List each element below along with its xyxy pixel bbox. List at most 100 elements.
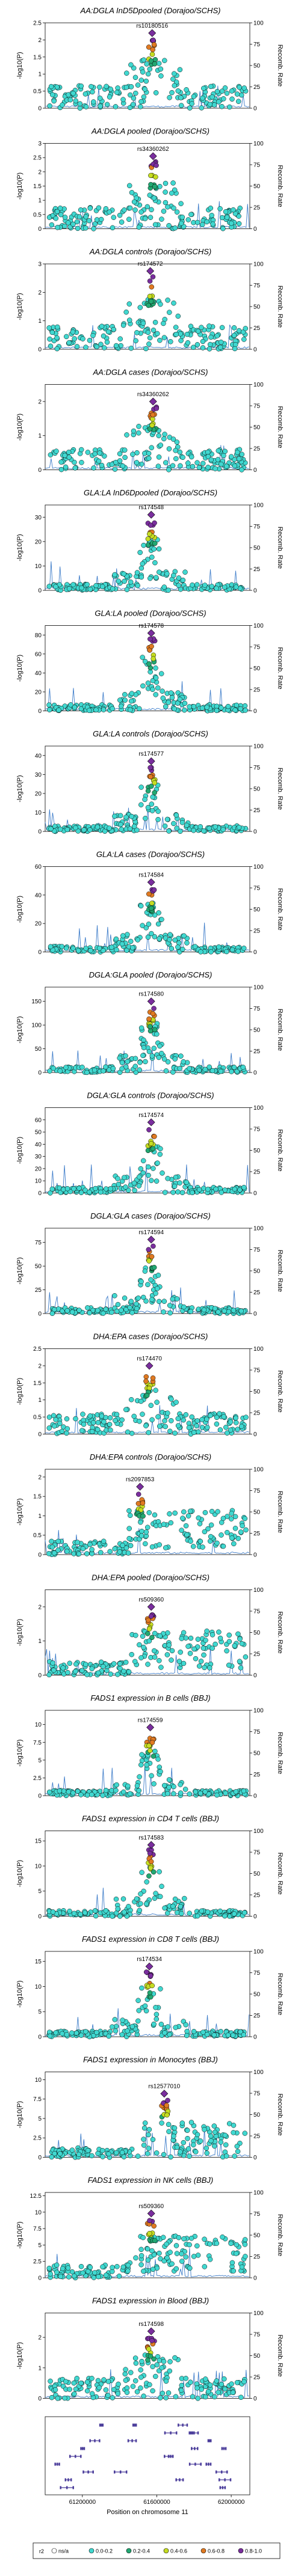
- snp-point: [164, 2241, 169, 2247]
- snp-point: [243, 708, 248, 713]
- y-tick-label: 2: [38, 290, 42, 296]
- gene-exon: [69, 2455, 71, 2458]
- snp-point: [215, 1509, 220, 1514]
- snp-point: [126, 1904, 131, 1909]
- y-tick-label: 40: [35, 1142, 42, 1148]
- snp-point: [156, 546, 162, 552]
- snp-point: [200, 338, 206, 344]
- snp-point: [163, 180, 169, 186]
- y-tick-label: 30: [35, 1154, 42, 1160]
- y2-tick-label: 25: [253, 566, 261, 573]
- snp-point: [208, 949, 214, 955]
- snp-point: [201, 828, 206, 834]
- snp-point: [136, 1183, 142, 1189]
- snp-point: [50, 1909, 56, 1915]
- snp-point: [137, 1067, 142, 1072]
- snp-point: [84, 2379, 90, 2385]
- snp-point: [165, 1791, 170, 1796]
- snp-point: [172, 225, 178, 231]
- y-tick-label: 75: [35, 1240, 42, 1246]
- snp-point: [208, 1522, 214, 1528]
- snp-point: [213, 1186, 219, 1192]
- y2-tick-label: 100: [253, 1467, 264, 1473]
- snp-point: [138, 2253, 144, 2259]
- snp-point: [155, 463, 161, 469]
- snp-point: [66, 586, 72, 592]
- snp-point: [80, 336, 85, 341]
- y2-tick-label: 25: [253, 687, 261, 694]
- snp-point: [88, 84, 94, 90]
- snp-point: [222, 1913, 228, 1919]
- snp-point: [178, 2149, 183, 2155]
- snp-point: [120, 933, 126, 938]
- snp-point: [146, 922, 152, 927]
- snp-point: [105, 2379, 111, 2384]
- snp-point: [92, 451, 98, 457]
- snp-point: [92, 2270, 98, 2275]
- snp-point: [135, 2153, 141, 2159]
- snp-point: [48, 944, 54, 949]
- snp-point: [153, 2005, 158, 2010]
- snp-point: [147, 1990, 153, 1996]
- gene-exon: [175, 2431, 178, 2435]
- snp-point: [146, 1430, 151, 1436]
- snp-point: [154, 1178, 160, 1184]
- y2-tick-label: 75: [253, 1368, 261, 1374]
- snp-point: [231, 1541, 237, 1547]
- snp-point: [197, 824, 203, 830]
- lead-snp-marker: [147, 1235, 155, 1244]
- snp-point: [46, 1551, 52, 1556]
- snp-point: [146, 1247, 152, 1252]
- y-tick-label: 5: [38, 1888, 42, 1895]
- snp-point: [219, 705, 224, 711]
- snp-point: [111, 215, 117, 220]
- snp-point: [174, 439, 180, 445]
- snp-point: [241, 2379, 247, 2385]
- snp-point: [138, 2375, 144, 2380]
- snp-point: [161, 1522, 167, 1527]
- snp-point: [229, 88, 235, 94]
- snp-point: [158, 1665, 164, 1670]
- snp-point: [115, 85, 120, 91]
- snp-point: [164, 2255, 170, 2260]
- y2-tick-label: 75: [253, 524, 261, 530]
- snp-point: [228, 1516, 234, 1522]
- snp-point: [80, 2270, 85, 2276]
- snp-point: [165, 204, 170, 210]
- snp-point: [129, 190, 135, 195]
- snp-point: [241, 1184, 247, 1190]
- snp-point: [166, 446, 172, 451]
- panel-2: AA:DGLA pooled (Dorajoo/SCHS)00.511.522.…: [16, 127, 284, 233]
- snp-point: [106, 2033, 111, 2039]
- y2-tick-label: 0: [253, 1190, 257, 1197]
- lead-snp-label: rs174598: [138, 2321, 164, 2328]
- snp-point: [107, 1422, 113, 1427]
- snp-point: [151, 546, 157, 552]
- snp-point: [183, 1635, 188, 1641]
- panel-title: FADS1 expression in Monocytes (BBJ): [83, 2055, 218, 2064]
- snp-point: [187, 1066, 192, 1071]
- snp-point: [140, 320, 146, 326]
- snp-point: [161, 1309, 166, 1315]
- snp-point: [168, 690, 174, 696]
- snp-point: [169, 1418, 174, 1424]
- y-tick-label: 60: [35, 864, 42, 870]
- snp-point: [113, 2028, 119, 2034]
- y-axis-label: -log10(P): [16, 52, 23, 79]
- snp-point: [150, 1754, 157, 1759]
- y2-tick-label: 25: [253, 1892, 261, 1899]
- y2-tick-label: 100: [253, 1346, 264, 1353]
- snp-point: [91, 2275, 97, 2280]
- y2-tick-label: 50: [253, 786, 261, 793]
- snp-point: [173, 1400, 179, 1405]
- snp-point: [142, 797, 147, 803]
- snp-point: [203, 2376, 208, 2382]
- snp-point: [157, 1658, 162, 1663]
- snp-point: [241, 337, 247, 342]
- snp-point: [240, 1065, 246, 1070]
- snp-point: [125, 932, 130, 937]
- snp-point: [134, 570, 140, 575]
- snp-point: [231, 1065, 237, 1070]
- snp-point: [178, 463, 183, 469]
- snp-point: [191, 1430, 197, 1436]
